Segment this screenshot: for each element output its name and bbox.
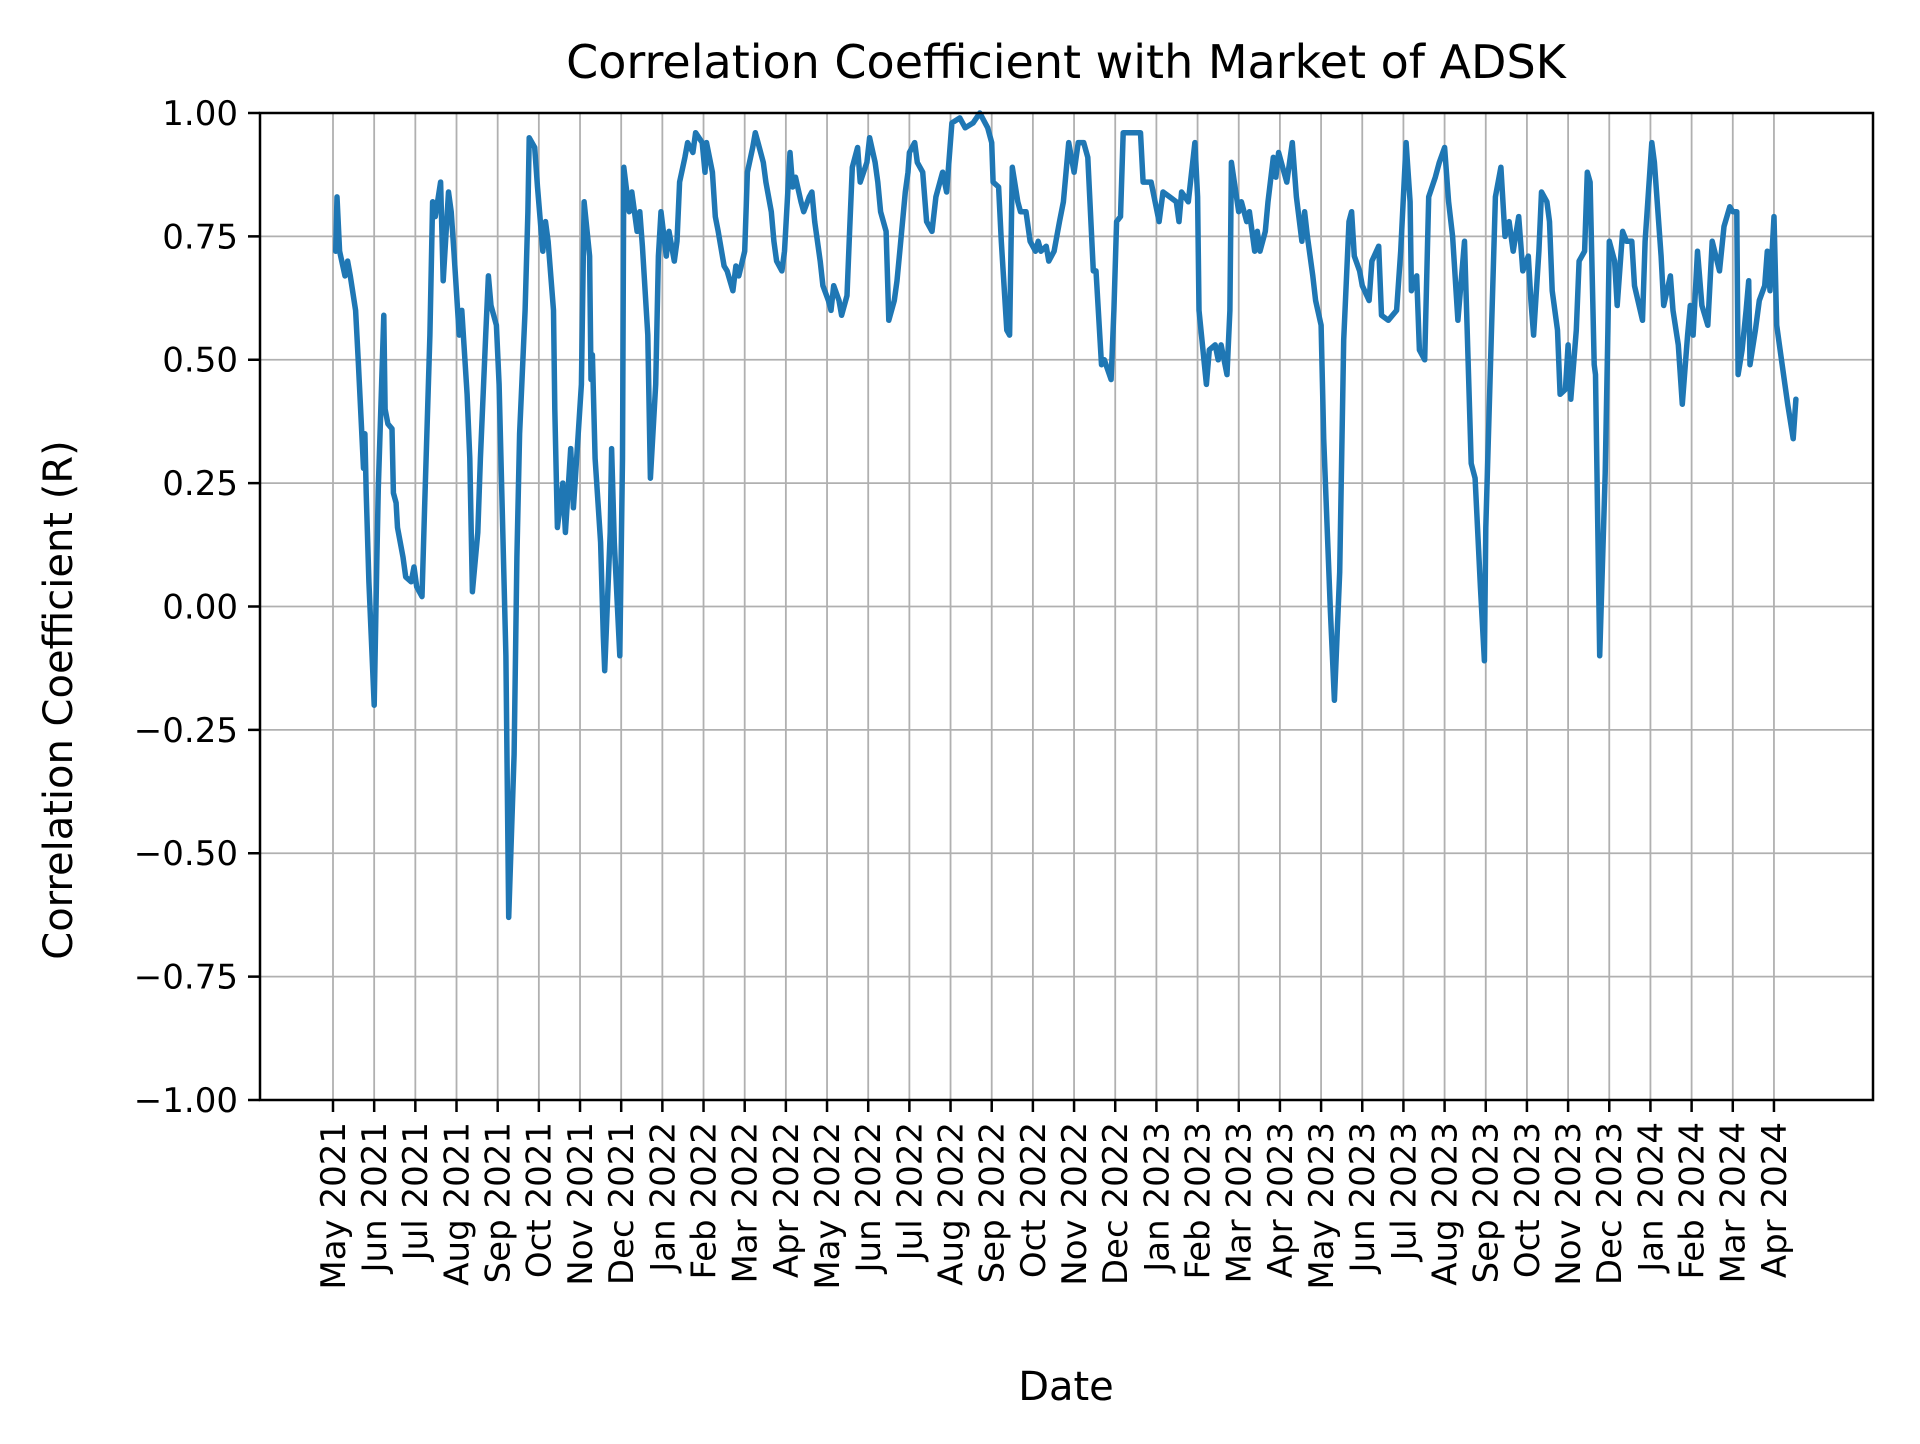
x-tick-label: Sep 2022: [973, 1122, 1013, 1283]
x-tick-label: Apr 2024: [1755, 1122, 1795, 1278]
y-tick-labels: 1.00 0.75 0.50 0.25 0.00 −0.25 −0.50 −0.75 −1.00: [134, 94, 238, 1121]
x-tick-label: Jul 2023: [1384, 1122, 1424, 1262]
x-tick-label: Feb 2022: [684, 1122, 724, 1280]
x-tick-label: Mar 2024: [1714, 1122, 1754, 1283]
x-tick-label: Sep 2021: [479, 1122, 519, 1283]
y-tick-label: −1.00: [134, 1081, 238, 1121]
x-tick-label: Jan 2023: [1137, 1122, 1177, 1274]
x-axis-label: Date: [1018, 1364, 1114, 1410]
x-tick-label: Feb 2023: [1178, 1122, 1218, 1280]
y-tick-label: 0.50: [162, 341, 238, 381]
x-tick-label: Jun 2021: [355, 1122, 395, 1274]
tick-layer: [248, 111, 1776, 1112]
x-tick-label: Jun 2022: [849, 1122, 889, 1274]
x-tick-label: Aug 2022: [931, 1122, 971, 1286]
correlation-series-line: [332, 110, 1799, 921]
plot-border: [258, 111, 1875, 1102]
x-tick-label: Sep 2023: [1467, 1122, 1507, 1283]
y-tick-label: −0.25: [134, 711, 238, 751]
y-axis-label: Correlation Coefficient (R): [36, 440, 82, 959]
y-tick-label: 0.75: [162, 217, 238, 257]
x-tick-label: Dec 2022: [1096, 1122, 1136, 1285]
y-tick-label: 0.00: [162, 587, 238, 627]
y-tick-label: 0.25: [162, 464, 238, 504]
y-tick-label: −0.50: [134, 834, 238, 874]
x-tick-label: Dec 2023: [1590, 1122, 1630, 1285]
x-tick-label: Jun 2023: [1343, 1122, 1383, 1274]
grid-layer: [260, 113, 1873, 1100]
x-tick-label: Oct 2021: [520, 1122, 560, 1278]
x-tick-label: Jan 2022: [643, 1122, 683, 1274]
x-tick-label: Aug 2023: [1425, 1122, 1465, 1286]
x-tick-label: Jul 2021: [396, 1122, 436, 1262]
x-tick-label: Oct 2023: [1508, 1122, 1548, 1278]
x-tick-label: May 2023: [1302, 1122, 1342, 1290]
x-tick-label: Feb 2024: [1673, 1122, 1713, 1280]
x-tick-label: May 2021: [314, 1122, 354, 1290]
x-tick-label: Mar 2023: [1220, 1122, 1260, 1283]
x-tick-label: Jan 2024: [1631, 1122, 1671, 1274]
series-layer: [332, 110, 1799, 921]
x-tick-label: Apr 2022: [767, 1122, 807, 1278]
x-tick-label: Oct 2022: [1014, 1122, 1054, 1278]
x-tick-labels: May 2021 Jun 2021 Jul 2021 Aug 2021 Sep 2021…: [314, 1122, 1795, 1290]
x-tick-label: Nov 2021: [561, 1122, 601, 1286]
chart-title: Correlation Coefficient with Market of A…: [566, 35, 1568, 89]
y-tick-label: 1.00: [162, 94, 238, 134]
y-tick-label: −0.75: [134, 958, 238, 998]
x-tick-label: Jul 2022: [890, 1122, 930, 1262]
x-tick-label: Nov 2022: [1055, 1122, 1095, 1286]
x-tick-label: May 2022: [808, 1122, 848, 1290]
x-tick-label: Mar 2022: [726, 1122, 766, 1283]
x-tick-label: Apr 2023: [1261, 1122, 1301, 1278]
x-tick-label: Dec 2021: [602, 1122, 642, 1285]
x-tick-label: Aug 2021: [437, 1122, 477, 1286]
x-tick-label: Nov 2023: [1549, 1122, 1589, 1286]
